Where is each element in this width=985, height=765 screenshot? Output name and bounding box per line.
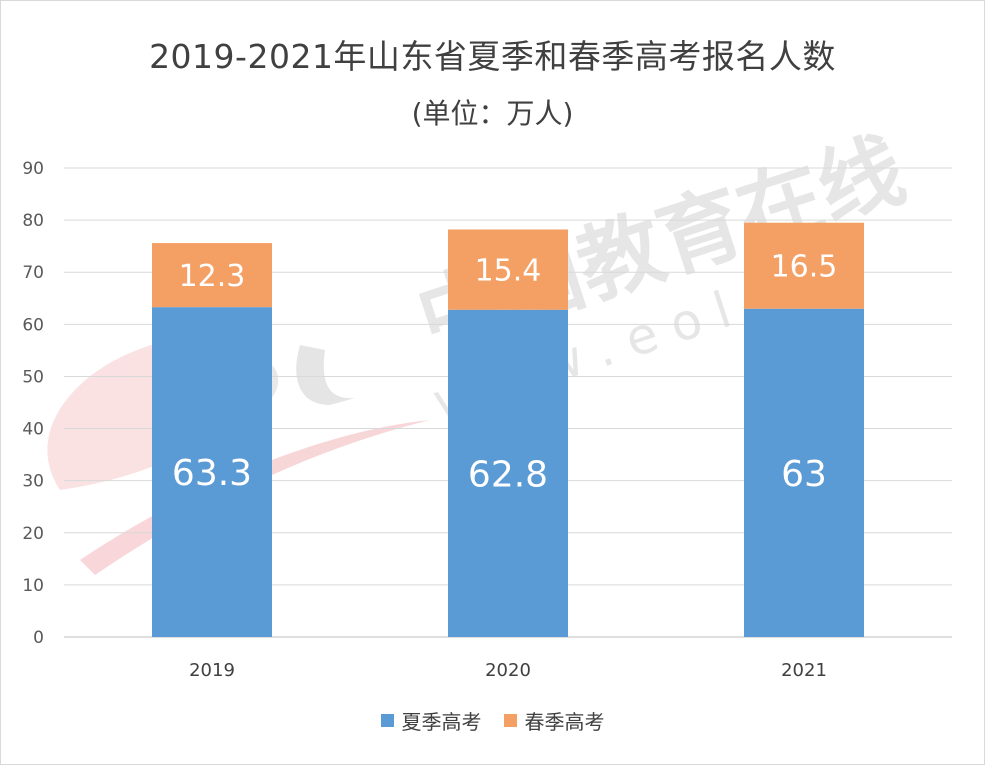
x-tick-label: 2021 (781, 660, 827, 681)
chart-subtitle: (单位：万人) (411, 97, 574, 130)
legend-label-spring: 春季高考 (524, 710, 605, 734)
data-label-summer-2020: 62.8 (468, 454, 548, 495)
data-label-spring-2021: 16.5 (771, 250, 838, 285)
y-tick-label: 50 (22, 367, 44, 387)
chart-legend: 夏季高考 春季高考 (0, 706, 985, 735)
legend-swatch-spring (503, 714, 517, 727)
legend-label-summer: 夏季高考 (401, 710, 482, 734)
chart-title: 2019-2021年山东省夏季和春季高考报名人数 (149, 37, 836, 76)
x-tick-label: 2020 (485, 660, 531, 681)
y-tick-label: 40 (22, 420, 44, 440)
data-label-summer-2021: 63 (781, 454, 827, 495)
bar-summer-2019 (152, 307, 272, 637)
y-tick-label: 30 (22, 472, 44, 492)
bar-summer-2020 (448, 309, 568, 637)
y-tick-label: 20 (22, 524, 44, 544)
y-tick-label: 10 (22, 576, 44, 596)
y-tick-label: 0 (33, 628, 44, 648)
legend-item-spring: 春季高考 (503, 706, 605, 735)
legend-swatch-summer (380, 714, 394, 727)
data-label-summer-2019: 63.3 (172, 453, 252, 494)
bar-spring-2019 (152, 243, 272, 308)
data-label-spring-2019: 12.3 (179, 259, 246, 294)
data-label-spring-2020: 15.4 (475, 253, 542, 288)
bar-summer-2021 (744, 308, 864, 637)
x-tick-label: 2019 (189, 660, 235, 681)
y-tick-label: 80 (22, 211, 44, 231)
bar-spring-2020 (448, 229, 568, 310)
y-tick-label: 70 (22, 263, 44, 283)
y-tick-label: 60 (22, 315, 44, 335)
legend-item-summer: 夏季高考 (380, 706, 482, 735)
bar-spring-2021 (744, 222, 864, 309)
y-tick-label: 90 (22, 159, 44, 179)
